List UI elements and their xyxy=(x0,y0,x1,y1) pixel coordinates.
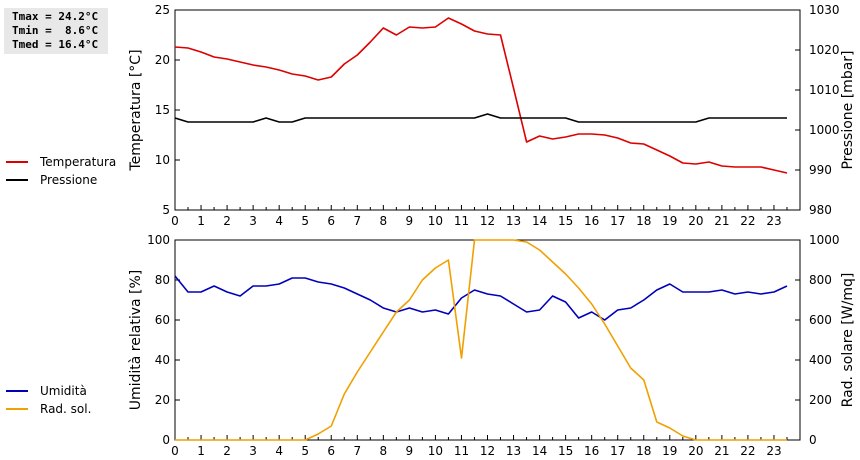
right-tick-label: 1020 xyxy=(809,43,840,57)
x-tick-label: 22 xyxy=(740,214,755,228)
x-tick-label: 23 xyxy=(766,444,781,458)
left-axis-title: Umidità relativa [%] xyxy=(128,270,144,411)
x-tick-label: 14 xyxy=(532,214,547,228)
left-tick-label: 60 xyxy=(155,313,170,327)
plot-frame-0 xyxy=(174,9,801,211)
right-axis-title: Rad. solare [W/mq] xyxy=(840,273,856,408)
x-tick-label: 23 xyxy=(766,214,781,228)
left-tick-label: 100 xyxy=(147,233,170,247)
x-tick-label: 20 xyxy=(688,214,703,228)
x-tick-label: 12 xyxy=(480,444,495,458)
x-tick-label: 15 xyxy=(558,444,573,458)
humidity-swatch xyxy=(6,390,28,392)
x-tick-label: 0 xyxy=(171,444,179,458)
right-tick-label: 0 xyxy=(809,433,817,447)
left-tick-label: 0 xyxy=(162,433,170,447)
x-tick-label: 1 xyxy=(197,214,205,228)
x-tick-label: 14 xyxy=(532,444,547,458)
left-tick-label: 10 xyxy=(155,153,170,167)
x-tick-label: 10 xyxy=(428,214,443,228)
x-tick-label: 22 xyxy=(740,444,755,458)
right-tick-label: 990 xyxy=(809,163,832,177)
x-tick-label: 4 xyxy=(275,214,283,228)
legend-label: Pressione xyxy=(40,173,98,187)
series-line-temperatura xyxy=(174,17,788,174)
x-tick-label: 20 xyxy=(688,444,703,458)
x-tick-label: 3 xyxy=(249,214,257,228)
legend-label: Umidità xyxy=(40,384,87,398)
right-tick-label: 800 xyxy=(809,273,832,287)
x-tick-label: 8 xyxy=(380,214,388,228)
x-tick-label: 12 xyxy=(480,214,495,228)
left-tick-label: 25 xyxy=(155,3,170,17)
x-tick-label: 13 xyxy=(506,214,521,228)
x-tick-label: 18 xyxy=(636,444,651,458)
x-tick-label: 1 xyxy=(197,444,205,458)
x-tick-label: 19 xyxy=(662,444,677,458)
left-tick-label: 80 xyxy=(155,273,170,287)
legend-label: Temperatura xyxy=(40,155,117,169)
x-tick-label: 19 xyxy=(662,214,677,228)
series-line-rad-sol xyxy=(175,239,787,441)
series-line-pressione xyxy=(174,113,787,123)
legend-item-temperatura: Temperatura xyxy=(6,153,116,171)
pressure-swatch xyxy=(6,179,28,181)
x-tick-label: 4 xyxy=(275,444,283,458)
legend-item-radsol: Rad. sol. xyxy=(6,400,91,418)
left-tick-label: 20 xyxy=(155,393,170,407)
x-tick-label: 16 xyxy=(584,444,599,458)
x-tick-label: 6 xyxy=(327,444,335,458)
x-tick-label: 0 xyxy=(171,214,179,228)
right-tick-label: 1030 xyxy=(809,3,840,17)
right-tick-label: 1000 xyxy=(809,233,840,247)
x-tick-label: 10 xyxy=(428,444,443,458)
legend-top: Temperatura Pressione xyxy=(6,153,116,189)
x-tick-label: 9 xyxy=(406,444,414,458)
x-tick-label: 9 xyxy=(406,214,414,228)
legend-item-pressione: Pressione xyxy=(6,171,116,189)
x-tick-label: 17 xyxy=(610,214,625,228)
x-tick-label: 2 xyxy=(223,444,231,458)
x-tick-label: 18 xyxy=(636,214,651,228)
left-tick-label: 5 xyxy=(162,203,170,217)
x-tick-label: 21 xyxy=(714,444,729,458)
x-tick-label: 5 xyxy=(301,214,309,228)
x-tick-label: 13 xyxy=(506,444,521,458)
x-tick-label: 6 xyxy=(327,214,335,228)
x-tick-label: 15 xyxy=(558,214,573,228)
x-tick-label: 21 xyxy=(714,214,729,228)
x-tick-label: 7 xyxy=(353,214,361,228)
right-tick-label: 1010 xyxy=(809,83,840,97)
x-tick-label: 16 xyxy=(584,214,599,228)
stats-box: Tmax = 24.2°C Tmin = 8.6°C Tmed = 16.4°C xyxy=(4,8,108,54)
tmin-text: Tmin = 8.6°C xyxy=(12,24,99,37)
legend-label: Rad. sol. xyxy=(40,402,92,416)
legend-item-umidita: Umidità xyxy=(6,382,91,400)
left-tick-label: 15 xyxy=(155,103,170,117)
right-tick-label: 400 xyxy=(809,353,832,367)
x-tick-label: 7 xyxy=(353,444,361,458)
right-axis-title: Pressione [mbar] xyxy=(840,50,856,169)
x-tick-label: 3 xyxy=(249,444,257,458)
series-line-umidit xyxy=(174,275,788,321)
x-tick-label: 17 xyxy=(610,444,625,458)
solar-swatch xyxy=(6,408,28,410)
left-axis-title: Temperatura [°C] xyxy=(128,49,144,171)
x-tick-label: 11 xyxy=(454,444,469,458)
plot-frame-1 xyxy=(174,239,801,441)
x-tick-label: 11 xyxy=(454,214,469,228)
right-tick-label: 1000 xyxy=(809,123,840,137)
x-tick-label: 8 xyxy=(380,444,388,458)
right-tick-label: 200 xyxy=(809,393,832,407)
right-tick-label: 980 xyxy=(809,203,832,217)
temperature-swatch xyxy=(6,161,28,163)
tmed-text: Tmed = 16.4°C xyxy=(12,38,99,51)
x-tick-label: 5 xyxy=(301,444,309,458)
left-tick-label: 40 xyxy=(155,353,170,367)
x-tick-label: 2 xyxy=(223,214,231,228)
tmax-text: Tmax = 24.2°C xyxy=(12,10,99,23)
left-tick-label: 20 xyxy=(155,53,170,67)
right-tick-label: 600 xyxy=(809,313,832,327)
